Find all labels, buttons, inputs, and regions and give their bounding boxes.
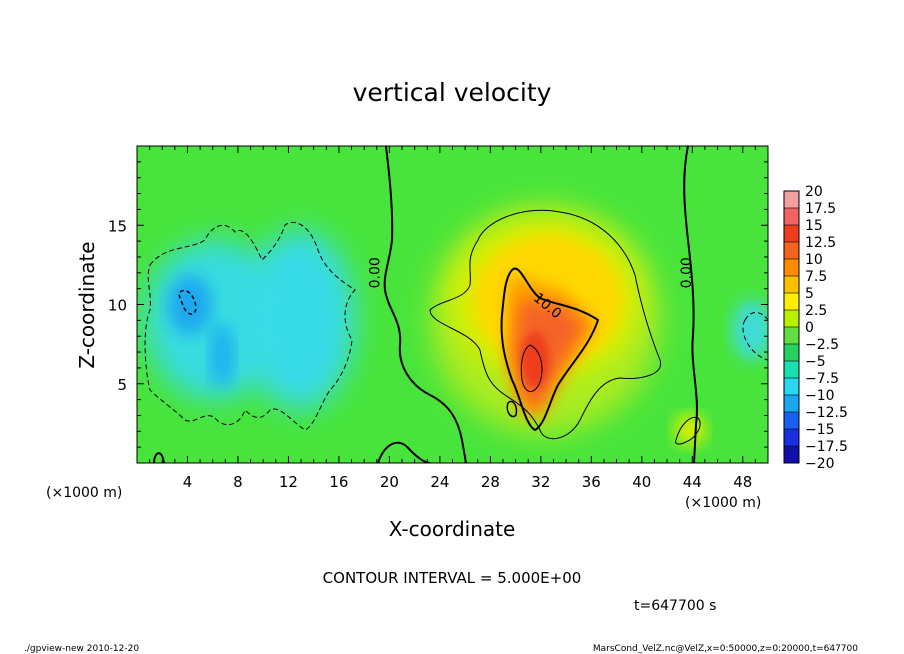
contour-label-2: 0.00 [679,257,695,288]
colorbar-label-3: 12.5 [805,235,836,251]
colorbar-label-8: 0 [805,320,814,336]
y-tick-label-2: 15 [108,217,127,235]
contour-interval-text: CONTOUR INTERVAL = 5.000E+00 [323,569,582,587]
colorbar: 2017.51512.5107.552.50−2.5−5−7.5−10−12.5… [783,184,848,472]
colorbar-swatch-13 [784,412,799,430]
x-tick-label-7: 32 [531,473,550,491]
colorbar-label-5: 7.5 [805,269,827,285]
colorbar-swatch-15 [784,446,799,464]
x-tick-label-6: 28 [481,473,500,491]
colorbar-label-12: −10 [805,388,835,404]
contour-label-0: 0.00 [367,257,383,288]
y-tick-label-1: 10 [108,297,127,315]
colorbar-label-11: −7.5 [805,371,839,387]
x-axis-label: X-coordinate [389,517,516,541]
contour-small-loop [506,400,518,418]
y-axis-label: Z-coordinate [75,241,99,368]
chart-title: vertical velocity [353,78,552,107]
contour-fifteen [520,344,543,392]
colorbar-label-2: 15 [805,218,823,234]
y-unit-label: (×1000 m) [46,485,122,501]
field-yellow-small [674,414,706,446]
x-tick-label-1: 8 [233,473,243,491]
colorbar-swatch-2 [784,225,799,243]
heatmap-field [145,205,768,446]
contour-neg-left [144,221,356,431]
colorbar-swatch-5 [784,276,799,294]
x-tick-label-10: 44 [683,473,702,491]
x-tick-label-2: 12 [279,473,298,491]
colorbar-swatch-1 [784,208,799,226]
contour-ten [500,267,600,432]
colorbar-swatch-9 [784,344,799,362]
colorbar-swatch-7 [784,310,799,328]
field-blue-left [168,275,212,335]
colorbar-swatch-10 [784,361,799,379]
colorbar-swatch-3 [784,242,799,260]
x-tick-label-11: 48 [733,473,752,491]
x-tick-label-4: 20 [380,473,399,491]
y-tick-label-0: 5 [117,376,127,394]
colorbar-label-7: 2.5 [805,303,827,319]
contour-zero-right [683,146,698,463]
x-tick-label-9: 40 [632,473,651,491]
axis-ticks [137,146,768,463]
x-unit-label: (×1000 m) [685,495,761,511]
colorbar-label-14: −15 [805,422,835,438]
contour-lines [144,146,768,463]
footer-left: ./gpview-new 2010-12-20 [24,644,139,654]
field-cyan-mid [245,230,355,410]
colorbar-label-9: −2.5 [805,337,839,353]
x-tick-label-0: 4 [183,473,193,491]
colorbar-label-1: 17.5 [805,201,836,217]
contour-neg-right [742,312,768,361]
colorbar-swatch-4 [784,259,799,277]
colorbar-label-13: −12.5 [805,405,848,421]
footer-right: MarsCond_VelZ.nc@VelZ,x=0:50000,z=0:2000… [593,644,858,654]
contour-small-right [675,416,701,445]
colorbar-label-10: −5 [805,354,826,370]
time-text: t=647700 s [634,598,716,614]
colorbar-label-6: 5 [805,286,814,302]
colorbar-label-16: −20 [805,456,835,472]
colorbar-label-0: 20 [805,184,823,200]
x-tick-label-3: 16 [329,473,348,491]
colorbar-swatch-6 [784,293,799,311]
colorbar-swatch-8 [784,327,799,345]
contour-five-outer [429,209,662,440]
colorbar-swatch-11 [784,378,799,396]
colorbar-label-15: −17.5 [805,439,848,455]
colorbar-label-4: 10 [805,252,823,268]
contour-neg-inner [178,289,197,315]
contour-zero-bottom [377,441,431,463]
colorbar-swatch-12 [784,395,799,413]
contour-zero-corner [153,452,165,463]
field-blue-streak [210,323,234,387]
x-tick-label-5: 24 [430,473,449,491]
field-core [521,332,549,388]
field-cyan-right [732,300,768,360]
colorbar-swatch-0 [784,191,799,209]
x-tick-label-8: 36 [582,473,601,491]
colorbar-swatch-14 [784,429,799,447]
contour-zero-left [383,146,467,463]
